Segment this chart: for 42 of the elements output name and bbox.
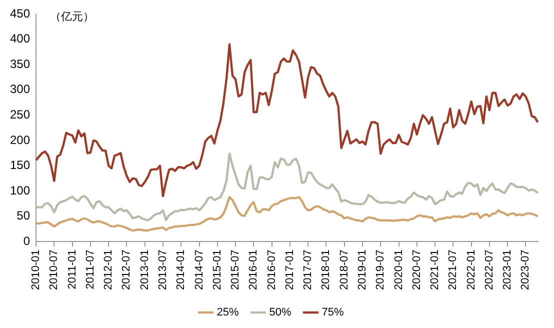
x-tick-label: 2020-07: [410, 250, 423, 290]
y-tick-label: 150: [10, 158, 30, 172]
x-tick-label: 2014-07: [193, 250, 206, 290]
x-tick-label: 2021-07: [447, 250, 460, 290]
x-tick-label: 2016-07: [266, 250, 278, 290]
x-tick-label: 2013-01: [138, 250, 151, 290]
y-axis-title: （亿元）: [50, 11, 94, 24]
legend-label: 75%: [322, 306, 344, 319]
x-tick-label: 2012-07: [120, 250, 133, 290]
legend-label: 25%: [216, 306, 239, 319]
x-tick-label: 2018-01: [320, 250, 332, 290]
x-tick-label: 2015-07: [230, 250, 242, 290]
y-tick-label: 50: [16, 208, 30, 223]
y-tick-label: 350: [10, 56, 30, 71]
x-tick-label: 2014-01: [175, 250, 188, 290]
x-tick-label: 2011-07: [84, 250, 96, 290]
x-tick-label: 2010-07: [48, 250, 60, 290]
y-tick-label: 300: [10, 82, 30, 96]
x-tick-label: 2013-07: [157, 250, 170, 290]
x-tick-label: 2020-01: [392, 250, 405, 290]
x-tick-label: 2017-07: [302, 250, 314, 290]
x-tick-label: 2012-01: [102, 250, 115, 290]
x-tick-label: 2021-01: [429, 250, 442, 290]
x-tick-label: 2022-01: [465, 250, 478, 290]
x-tick-label: 2023-07: [520, 250, 532, 290]
legend-label: 50%: [269, 306, 292, 319]
x-tick-label: 2022-07: [483, 250, 496, 290]
y-tick-label: 0: [23, 234, 30, 248]
x-tick-label: 2019-07: [374, 250, 387, 290]
x-tick-label: 2015-01: [211, 250, 224, 290]
x-tick-label: 2010-01: [30, 250, 42, 290]
x-tick-label: 2017-01: [284, 250, 296, 290]
y-tick-label: 250: [10, 107, 30, 122]
y-tick-label: 200: [10, 132, 30, 147]
x-tick-label: 2016-01: [248, 250, 260, 290]
x-tick-label: 2023-01: [502, 250, 514, 290]
y-tick-label: 400: [10, 32, 30, 46]
y-tick-label: 450: [10, 6, 30, 20]
x-tick-label: 2018-07: [338, 250, 350, 290]
y-tick-label: 100: [10, 183, 30, 198]
x-tick-label: 2011-01: [66, 250, 78, 290]
x-tick-label: 2019-01: [356, 250, 369, 290]
